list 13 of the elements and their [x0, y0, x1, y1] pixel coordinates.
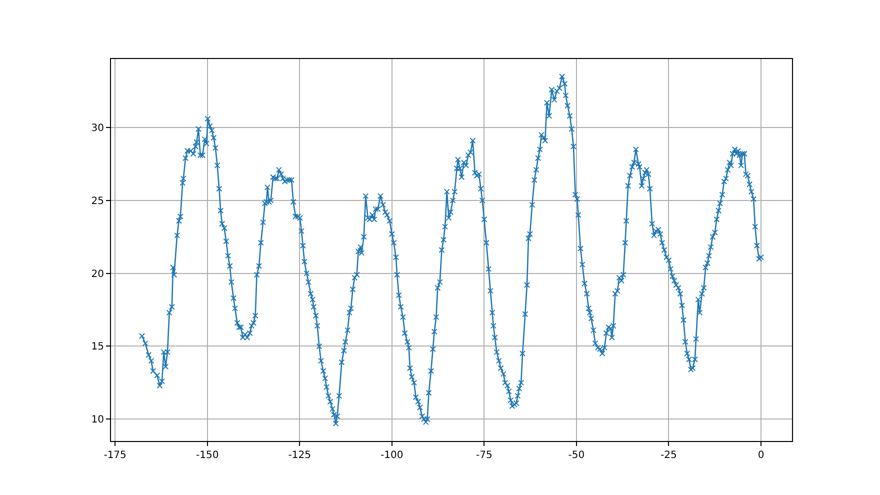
x-tick-label: -75: [476, 450, 492, 461]
x-tick-label: -150: [196, 450, 219, 461]
x-tick-label: -50: [568, 450, 585, 461]
y-tick-label: 10: [91, 414, 104, 426]
x-tick-label: -175: [104, 450, 126, 461]
x-tick-label: -25: [660, 450, 677, 461]
y-tick-label: 20: [91, 268, 104, 280]
y-tick-label: 25: [91, 196, 104, 207]
y-tick-label: 15: [91, 342, 104, 353]
x-tick-label: -100: [380, 450, 404, 461]
x-tick-label: 0: [758, 450, 764, 461]
y-tick-label: 30: [91, 123, 104, 134]
x-tick-label: -125: [288, 450, 311, 461]
